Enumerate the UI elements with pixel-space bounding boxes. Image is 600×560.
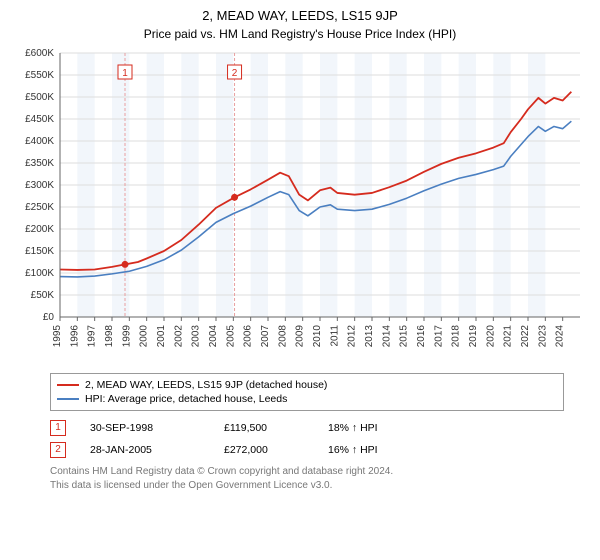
svg-text:£500K: £500K (25, 92, 54, 103)
svg-text:1995: 1995 (52, 325, 63, 348)
page-subtitle: Price paid vs. HM Land Registry's House … (0, 23, 600, 47)
svg-text:1997: 1997 (87, 325, 98, 348)
svg-text:£450K: £450K (25, 114, 54, 125)
svg-text:1998: 1998 (104, 325, 115, 348)
svg-text:2022: 2022 (520, 325, 531, 348)
svg-text:£550K: £550K (25, 70, 54, 81)
footer: Contains HM Land Registry data © Crown c… (50, 465, 564, 492)
sale-marker-1-num: 1 (55, 423, 61, 433)
svg-text:1999: 1999 (121, 325, 132, 348)
sale-vs-hpi: 16% ↑ HPI (328, 444, 428, 456)
svg-text:£600K: £600K (25, 48, 54, 59)
sale-price: £119,500 (224, 422, 304, 434)
svg-text:£0: £0 (43, 312, 55, 323)
svg-text:£300K: £300K (25, 180, 54, 191)
svg-text:2010: 2010 (312, 325, 323, 348)
sale-price: £272,000 (224, 444, 304, 456)
svg-text:£250K: £250K (25, 202, 54, 213)
svg-text:2021: 2021 (503, 325, 514, 348)
legend-label-hpi: HPI: Average price, detached house, Leed… (85, 393, 287, 405)
svg-text:£200K: £200K (25, 224, 54, 235)
svg-text:2019: 2019 (468, 325, 479, 348)
svg-text:£100K: £100K (25, 268, 54, 279)
sale-date: 28-JAN-2005 (90, 444, 200, 456)
svg-text:2007: 2007 (260, 325, 271, 348)
svg-text:2016: 2016 (416, 325, 427, 348)
page-title: 2, MEAD WAY, LEEDS, LS15 9JP (0, 0, 600, 23)
footer-line-1: Contains HM Land Registry data © Crown c… (50, 465, 564, 479)
sales-row: 2 28-JAN-2005 £272,000 16% ↑ HPI (50, 439, 564, 461)
svg-text:2002: 2002 (173, 325, 184, 348)
svg-text:£50K: £50K (31, 290, 55, 301)
svg-text:2004: 2004 (208, 325, 219, 348)
svg-text:2009: 2009 (295, 325, 306, 348)
price-chart: £0 £50K £100K £150K £200K £250K £300K £350K £400… (10, 47, 590, 367)
svg-text:2020: 2020 (485, 325, 496, 348)
svg-text:2018: 2018 (451, 325, 462, 348)
svg-text:£150K: £150K (25, 246, 54, 257)
svg-text:2024: 2024 (555, 325, 566, 348)
legend: 2, MEAD WAY, LEEDS, LS15 9JP (detached h… (50, 373, 564, 411)
svg-text:2011: 2011 (329, 325, 340, 347)
sale-date: 30-SEP-1998 (90, 422, 200, 434)
footer-line-2: This data is licensed under the Open Gov… (50, 479, 564, 493)
svg-text:£350K: £350K (25, 158, 54, 169)
svg-text:2023: 2023 (537, 325, 548, 348)
svg-text:£400K: £400K (25, 136, 54, 147)
svg-text:2003: 2003 (191, 325, 202, 348)
svg-text:2012: 2012 (347, 325, 358, 348)
svg-text:2013: 2013 (364, 325, 375, 348)
sales-table: 1 30-SEP-1998 £119,500 18% ↑ HPI 2 28-JA… (50, 417, 564, 461)
svg-text:2005: 2005 (225, 325, 236, 348)
svg-text:2: 2 (232, 68, 238, 79)
legend-swatch-hpi (57, 398, 79, 400)
sale-marker-2: 2 (50, 442, 66, 458)
svg-text:2008: 2008 (277, 325, 288, 348)
svg-text:2014: 2014 (381, 325, 392, 348)
sale-marker-2-num: 2 (55, 445, 61, 455)
legend-item-hpi: HPI: Average price, detached house, Leed… (57, 392, 557, 406)
sale-vs-hpi: 18% ↑ HPI (328, 422, 428, 434)
sales-row: 1 30-SEP-1998 £119,500 18% ↑ HPI (50, 417, 564, 439)
svg-text:2017: 2017 (433, 325, 444, 348)
svg-text:2001: 2001 (156, 325, 167, 348)
svg-text:2015: 2015 (399, 325, 410, 348)
sale-marker-1: 1 (50, 420, 66, 436)
legend-item-property: 2, MEAD WAY, LEEDS, LS15 9JP (detached h… (57, 378, 557, 392)
svg-text:1: 1 (122, 68, 128, 79)
legend-label-property: 2, MEAD WAY, LEEDS, LS15 9JP (detached h… (85, 379, 327, 391)
svg-text:2006: 2006 (243, 325, 254, 348)
svg-text:1996: 1996 (69, 325, 80, 348)
legend-swatch-property (57, 384, 79, 386)
svg-text:2000: 2000 (139, 325, 150, 348)
chart-svg: £0 £50K £100K £150K £200K £250K £300K £350K £400… (10, 47, 590, 367)
